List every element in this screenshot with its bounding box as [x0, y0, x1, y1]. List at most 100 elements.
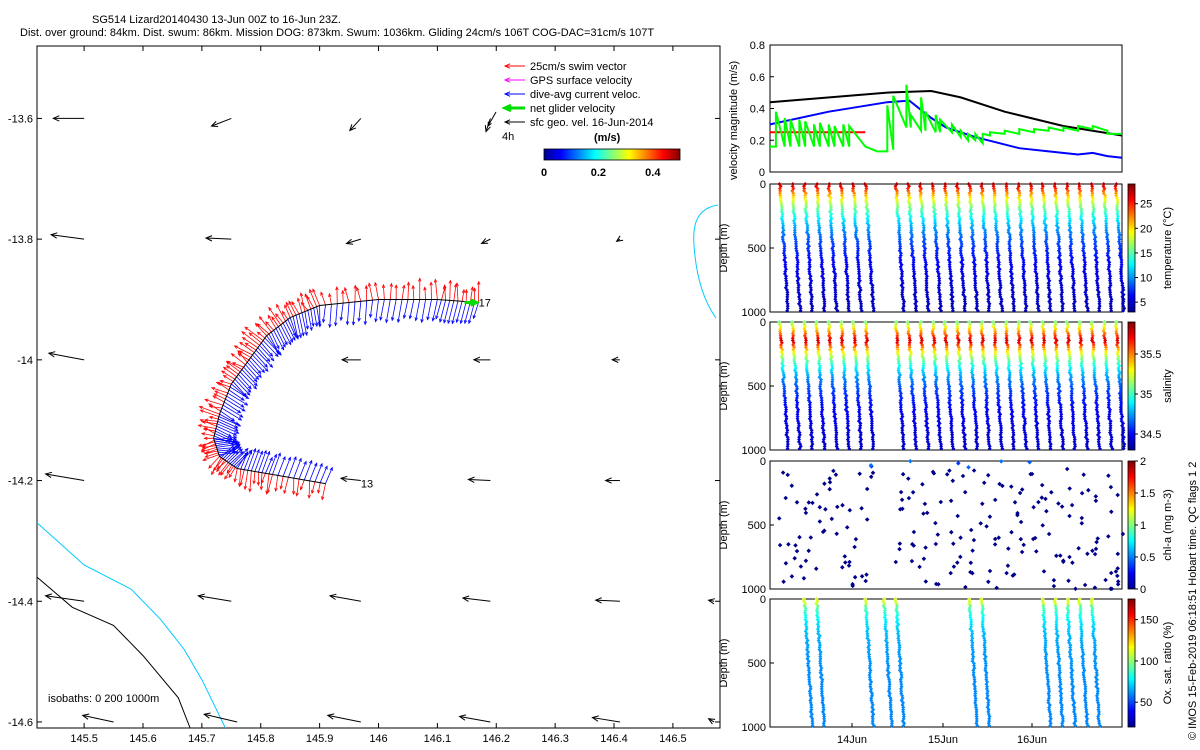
swim-vector-arrow-head	[295, 492, 299, 497]
temperature-point	[1005, 202, 1009, 207]
swim-vector-arrow-shaft	[321, 483, 326, 500]
map-y-tick-label: -14.4	[8, 596, 33, 608]
swim-vector-arrow	[244, 342, 257, 351]
swim-vector-arrow-head	[216, 465, 221, 470]
profile-colorbar	[1127, 460, 1136, 590]
swim-vector-arrow-shaft	[257, 331, 266, 339]
temperature-point	[1032, 230, 1036, 235]
colorbar-units: (m/s)	[594, 132, 621, 144]
temperature-point	[863, 191, 868, 196]
temperature-point	[993, 223, 998, 228]
swim-vector-arrow	[198, 406, 220, 415]
dive-avg-current-arrow	[328, 304, 332, 329]
swim-vector-arrow-shaft	[220, 463, 231, 476]
swim-vector-arrow-shaft	[304, 293, 312, 310]
swim-vector-arrow	[260, 473, 266, 484]
temperature-point	[931, 188, 936, 193]
temperature-point	[830, 255, 835, 260]
temperature-point	[844, 255, 849, 260]
dive-avg-current-arrow-head	[329, 466, 333, 471]
temperature-point	[792, 230, 797, 235]
swim-vector-arrow-shaft	[199, 406, 220, 415]
swim-vector-arrow	[228, 467, 236, 479]
sfc-velocity-arrow-head	[484, 125, 491, 133]
dive-avg-current-arrow	[319, 465, 328, 483]
swim-vector-arrow-head	[406, 281, 411, 286]
sfc-velocity-arrow	[47, 351, 85, 361]
swim-vector-arrow-shaft	[368, 283, 374, 301]
swim-vector-arrow-head	[224, 475, 228, 480]
dive-avg-current-arrow-head	[261, 369, 266, 374]
swim-vector-arrow-head	[237, 350, 242, 355]
swim-vector-arrow-head	[304, 293, 308, 298]
swim-vector-arrow-head	[238, 350, 243, 354]
sfc-velocity-arrow-shaft	[45, 595, 85, 602]
dive-avg-current-arrow-head	[314, 462, 318, 467]
temperature-point	[909, 223, 913, 228]
map-y-tick-label: -13.8	[8, 234, 33, 246]
dive-avg-current-arrow-head	[328, 323, 332, 329]
swim-vector-arrow-head	[239, 341, 244, 346]
dive-avg-current-arrow-shaft	[280, 324, 292, 345]
dive-avg-current-arrow-shaft	[282, 322, 294, 343]
dive-avg-current-arrow-shaft	[316, 306, 321, 325]
swim-vector-arrow-shaft	[213, 458, 224, 471]
temperature-point	[1054, 205, 1059, 209]
map-x-ticks: 145.5 145.6 145.7 145.8 145.9 146 146.1 146.2 14…	[70, 46, 687, 745]
dive-avg-current-arrow-head	[369, 313, 373, 319]
dive-avg-current-arrow	[236, 376, 252, 393]
profile-y-tick-label: 0	[760, 456, 766, 468]
swim-vector-arrow-head	[265, 321, 269, 326]
swim-vector-arrow	[406, 281, 411, 300]
dive-avg-current-arrow-shaft	[340, 303, 344, 321]
dive-avg-current-arrow-head	[304, 331, 308, 337]
sfc-velocity-arrow-head	[326, 713, 335, 720]
swim-vector-arrow	[220, 463, 231, 476]
map-x-tick-label: 146.5	[659, 733, 687, 745]
profile-ylabel: Depth (m)	[718, 501, 730, 550]
dive-avg-current-arrow-shaft	[243, 366, 258, 382]
swim-vector-arrow-head	[252, 480, 256, 485]
swim-vector-arrow-shaft	[285, 302, 294, 317]
temperature-point	[853, 232, 858, 237]
swim-vector-arrow-head	[225, 365, 230, 369]
sfc-velocity-arrow	[615, 235, 624, 242]
dive-avg-current-arrow-shaft	[358, 301, 362, 322]
dive-avg-current-arrow-shaft	[216, 425, 237, 436]
dive-avg-current-arrow-shaft	[254, 451, 263, 472]
dive-avg-current-arrow	[357, 301, 362, 323]
dive-avg-current-arrow-shaft	[215, 440, 238, 445]
swim-vector-arrow-shaft	[201, 446, 217, 453]
temperature-point	[1044, 230, 1049, 235]
map-x-tick-label: 146.1	[424, 733, 452, 745]
dive-avg-current-arrow	[216, 425, 238, 436]
swim-vector-arrow	[394, 284, 398, 300]
profile-x-tick-label: 16Jun	[1017, 734, 1047, 746]
dive-avg-current-arrow-head	[234, 425, 239, 429]
dive-avg-current-arrow	[255, 349, 274, 368]
temperature-point	[1019, 235, 1024, 239]
temperature-point	[1059, 274, 1064, 279]
swim-vector-arrow-head	[198, 406, 203, 410]
legend-item-label: dive-avg current veloc.	[530, 89, 641, 101]
dive-avg-current-arrow	[459, 301, 467, 325]
dive-avg-current-arrow-head	[241, 408, 246, 412]
dive-avg-current-arrow-shaft	[217, 423, 239, 434]
swim-vector-arrow-shaft	[267, 315, 277, 329]
temperature-point	[1042, 200, 1047, 205]
temperature-point	[975, 308, 980, 313]
swim-vector-arrow	[464, 288, 469, 302]
swim-vector-arrow-head	[219, 379, 224, 384]
swim-vector-arrow-shaft	[205, 419, 218, 422]
swim-vector-arrow-shaft	[205, 452, 219, 458]
temperature-point	[895, 188, 899, 193]
swim-vector-arrow	[381, 283, 386, 300]
dive-avg-current-arrow	[414, 299, 421, 322]
swim-vector-arrow	[204, 452, 219, 458]
swim-vector-arrow-head	[248, 332, 253, 337]
swim-vector-arrow-shaft	[449, 280, 451, 301]
profile-y-tick-label: 1000	[742, 722, 766, 734]
swim-vector-arrow	[461, 288, 466, 302]
swim-vector-arrow-shaft	[317, 482, 321, 494]
track-dive-label: 13	[361, 479, 373, 491]
